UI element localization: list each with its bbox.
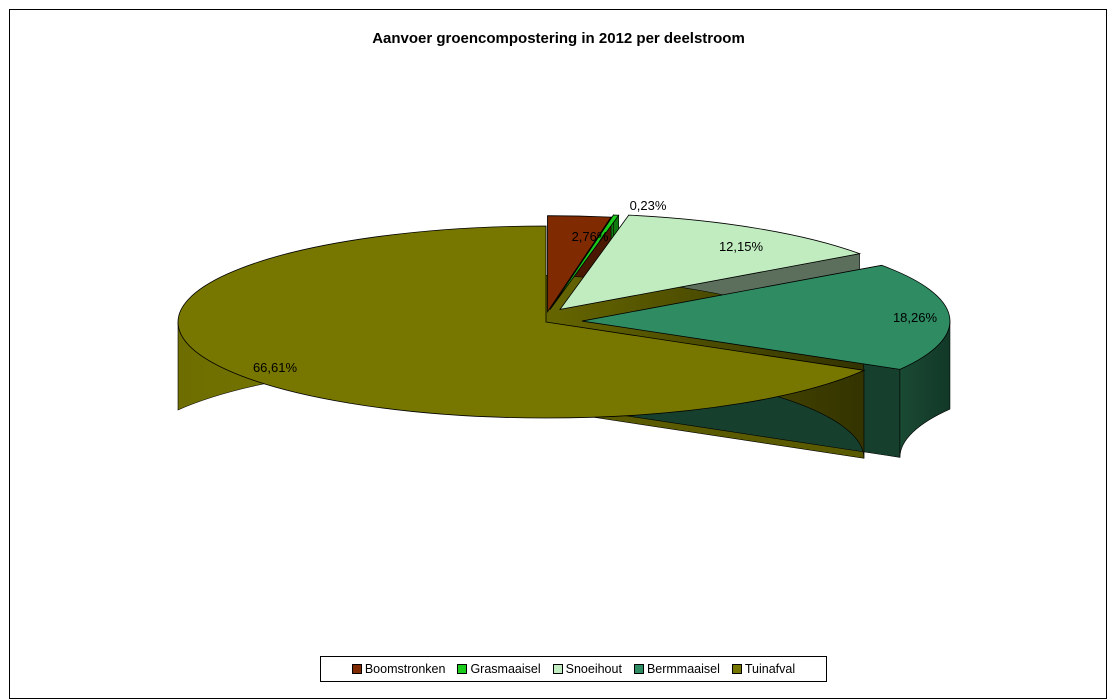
data-label-snoeihout: 12,15%: [719, 239, 764, 254]
pie-slice-grasmaaisel: [549, 214, 620, 310]
legend-label: Bermmaaisel: [646, 662, 720, 676]
legend-item-bermmaaisel: Bermmaaisel: [633, 662, 720, 676]
legend-label: Boomstronken: [364, 662, 446, 676]
legend-item-tuinafval: Tuinafval: [731, 662, 796, 676]
legend-label: Grasmaaisel: [470, 662, 541, 676]
legend-item-boomstronken: Boomstronken: [351, 662, 446, 676]
legend-swatch: [351, 664, 362, 674]
legend-swatch: [633, 664, 644, 674]
pie-chart: 2,76% 0,23% 12,15% 18,26% 66,61%: [177, 198, 951, 459]
data-label-tuinafval: 66,61%: [253, 360, 298, 375]
pie-slice-boomstronken: [547, 215, 612, 314]
chart-legend: Boomstronken Grasmaaisel Snoeihout Bermmaai…: [320, 656, 827, 682]
legend-swatch: [552, 664, 563, 674]
legend-label: Tuinafval: [744, 662, 796, 676]
data-label-grasmaaisel: 0,23%: [630, 198, 667, 213]
pie-slice-snoeihout: [559, 214, 862, 311]
data-label-bermmaaisel: 18,26%: [893, 310, 938, 325]
legend-label: Snoeihout: [565, 662, 622, 676]
chart-title: Aanvoer groencompostering in 2012 per de…: [372, 30, 745, 47]
legend-swatch: [457, 664, 468, 674]
pie-slice-bermmaaisel: [581, 264, 951, 370]
legend-swatch: [731, 664, 742, 674]
legend-item-grasmaaisel: Grasmaaisel: [457, 662, 541, 676]
legend-item-snoeihout: Snoeihout: [552, 662, 622, 676]
pie-slice-tuinafval: [177, 225, 866, 419]
data-label-boomstronken: 2,76%: [572, 229, 609, 244]
